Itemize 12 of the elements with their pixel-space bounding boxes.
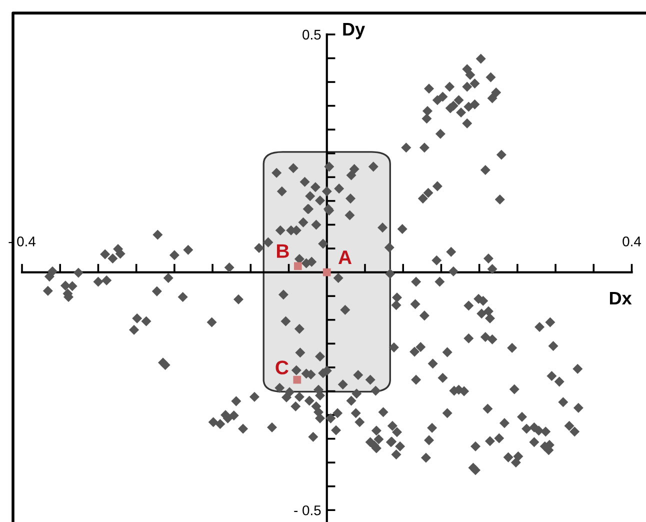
y-axis-title: Dy (343, 23, 365, 40)
point (294, 262, 302, 270)
x-axis-title: Dx (610, 292, 632, 304)
x-tick-label: - 0.4 (8, 236, 36, 246)
y-tick-label: 0.5 (302, 30, 321, 40)
x-tick-label: 0.4 (622, 236, 642, 246)
point (293, 376, 302, 384)
annotation: A (338, 250, 352, 264)
annotation: B (276, 244, 289, 258)
annotation: C (276, 360, 288, 374)
point (322, 268, 331, 276)
y-tick-label: - 0.5 (294, 505, 321, 516)
